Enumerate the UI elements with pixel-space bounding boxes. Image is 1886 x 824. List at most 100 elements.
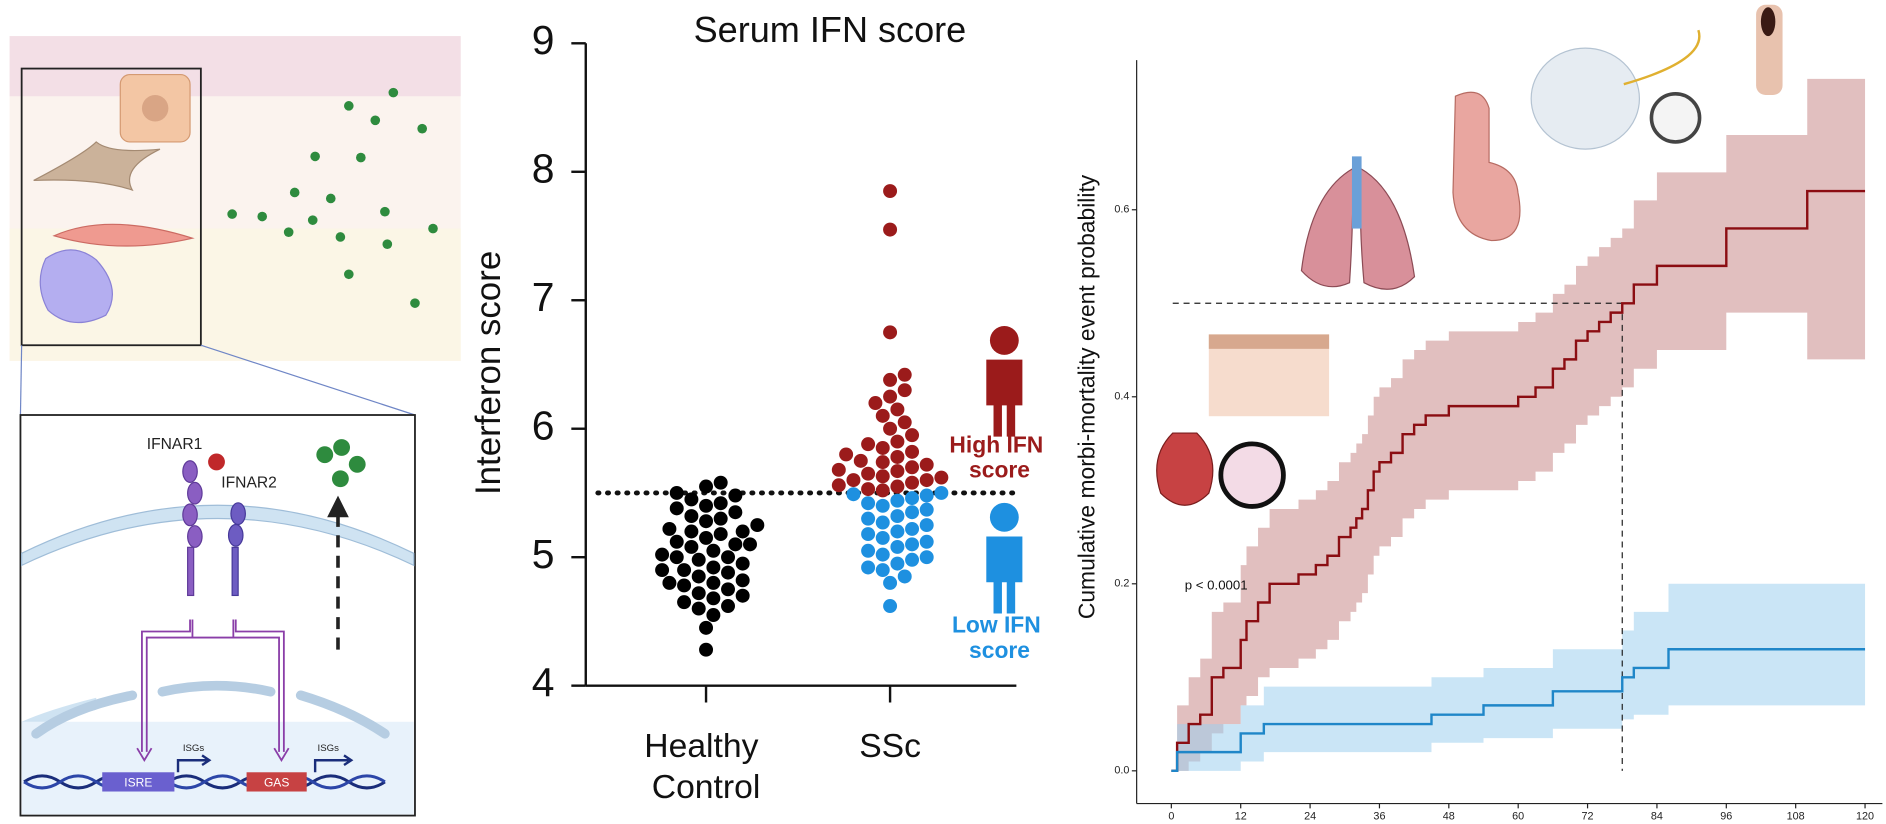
illustration: IFNAR1 IFNAR2 ISGs ISGs ISRE GAS [9,36,461,817]
data-point [706,608,721,622]
survival-curve [1171,648,1866,773]
receptor-1 [182,460,203,597]
annotation: Low IFN score [952,612,1047,663]
ifn-particles [227,87,438,308]
data-point [890,524,905,539]
data-point [721,582,735,597]
data-point [875,515,890,530]
data-point [919,488,934,503]
data-point [728,537,743,552]
x-tick-label: 84 [1651,811,1663,823]
x-tick-label: 108 [1787,811,1805,823]
gas-box [246,772,307,792]
particle [388,87,399,98]
data-point [677,595,692,610]
receptor-2 [227,502,246,597]
data-point [897,569,912,584]
y-tick-label: 9 [532,17,555,63]
data-point [897,367,912,382]
x-tick-label: Healthy Control [644,728,768,806]
particle [257,211,268,222]
data-point [875,441,890,455]
data-point [669,485,684,500]
data-point [691,569,706,584]
receptor-domain [182,503,198,527]
data-point [905,537,920,552]
data-point [890,509,905,524]
x-tick-label: 72 [1582,811,1594,823]
data-point [662,575,677,590]
heart-icon [1156,432,1214,506]
particle [356,152,366,163]
data-point [831,462,846,477]
data-point [846,473,861,488]
lung-xray-icon [1530,47,1641,150]
data-point [905,428,920,443]
lung-icon [1359,167,1416,290]
particle [325,193,336,204]
data-point [735,573,750,588]
data-point [883,575,898,590]
person-icon [989,325,1019,355]
nucleus [141,95,169,122]
data-point [919,457,934,472]
data-point [875,547,890,562]
ifn-ligand [348,455,366,473]
histology-icon [1218,441,1286,509]
survival-curve [1171,189,1866,773]
ifn-ligand [333,439,351,456]
data-point [861,543,876,558]
receptor-domain [182,460,198,483]
skin-layer [9,36,461,97]
data-point [919,518,934,533]
data-point [875,469,890,484]
y-axis-label: Interferon score [469,251,508,495]
data-point [861,496,876,511]
data-point [890,556,905,571]
person-icon [989,502,1019,532]
data-point [713,527,728,542]
data-point [883,325,898,340]
data-point [875,483,890,498]
data-point [839,447,854,462]
particle [310,151,320,162]
cable-icon [1623,29,1701,86]
nuclear-pore [157,680,276,697]
p-value: p < 0.0001 [1185,577,1248,592]
data-point [905,460,920,475]
data-point [677,578,692,593]
data-point [691,601,706,616]
data-point [728,505,743,520]
particle [307,215,318,225]
data-point [699,479,714,494]
particle [289,187,300,198]
signal-path [141,619,285,752]
particle [344,101,354,111]
isre-box [102,772,175,792]
data-point [905,505,920,520]
data-point [875,408,890,423]
person-icon [986,359,1023,437]
data-point [890,479,905,494]
data-point [699,620,714,635]
fibroblast [33,141,161,192]
data-point [890,450,905,464]
zoom-line [19,345,23,416]
y-tick-label: 0.6 [1114,204,1129,216]
data-point [861,511,876,526]
receptor-label: IFNAR2 [221,475,277,492]
skin-icon-layer [1208,334,1330,349]
isg-label: ISGs [318,743,340,754]
chart-title: Serum IFN score [694,9,967,50]
data-point [735,556,750,571]
y-tick-label: 8 [532,146,555,192]
data-point [883,372,898,387]
data-point [883,184,898,199]
data-point [684,492,699,507]
receptor-stalk [187,546,195,597]
nuclear-membrane [21,697,97,770]
data-point [706,560,721,575]
x-tick-label: SSc [859,728,921,765]
data-point [750,518,765,533]
